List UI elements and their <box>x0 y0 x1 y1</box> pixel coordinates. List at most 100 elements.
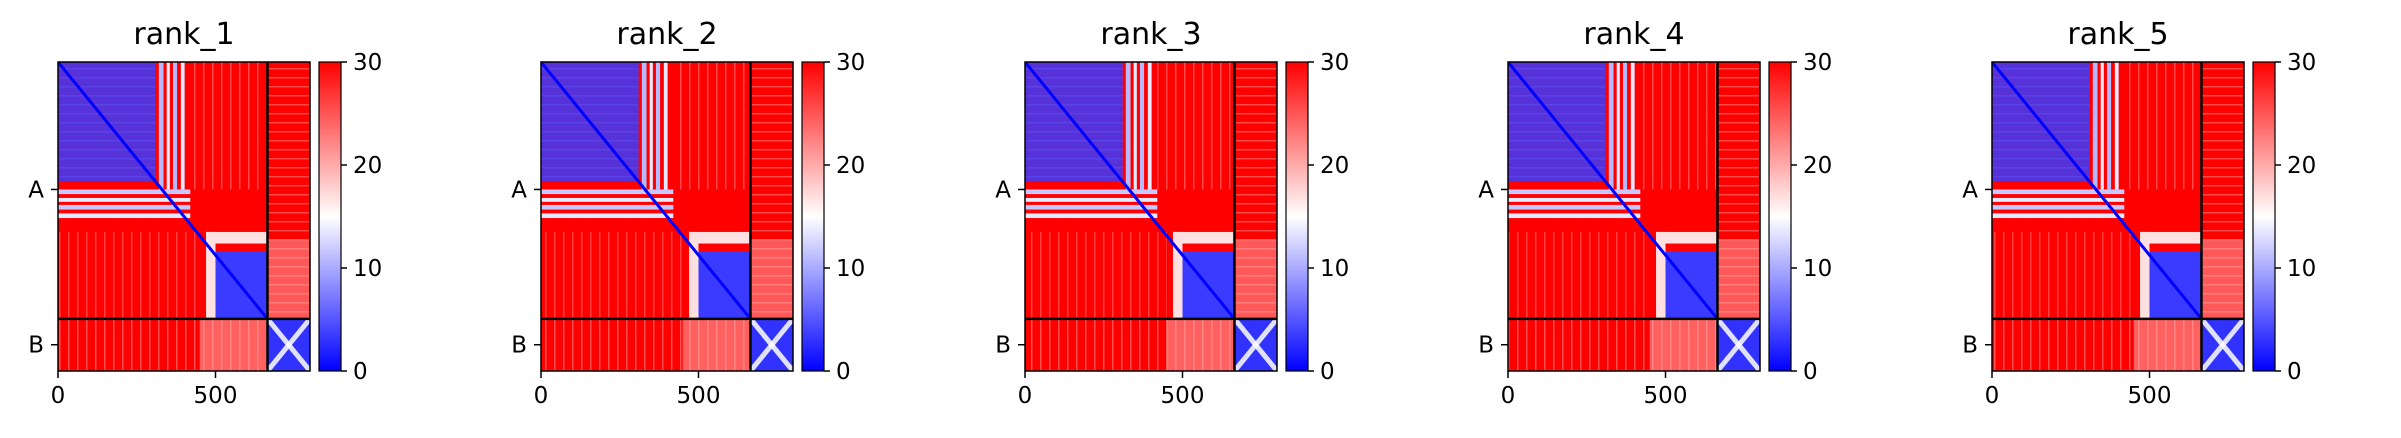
stripe-region <box>1640 62 1718 190</box>
stripe-region <box>1025 231 1167 319</box>
stripe-region <box>1508 231 1650 319</box>
domain-edge <box>206 231 216 319</box>
stripe-column <box>1139 62 1145 190</box>
panel-4: rank_4 0 500 A B 30 20 10 0 <box>1478 17 1832 409</box>
y-tick-label: A <box>1478 177 1494 203</box>
heatmap-5 <box>1992 62 2244 371</box>
stripe-row <box>1508 189 1641 195</box>
panel-title: rank_5 <box>2067 17 2168 52</box>
colorbar-tick-label: 0 <box>1803 359 1818 385</box>
stripe-column <box>663 62 668 190</box>
diagonal <box>1025 62 1236 320</box>
stripe-row <box>1025 204 1158 210</box>
stripe-row <box>58 213 191 219</box>
stripe-row <box>541 213 674 219</box>
stripe-row <box>1992 189 2125 195</box>
chain-b-pattern <box>1232 317 1277 371</box>
domain-edge <box>1173 231 1235 244</box>
stripe-row <box>1992 213 2125 219</box>
diagonal <box>1508 62 1719 320</box>
stripe-region <box>58 231 200 319</box>
stripe-row <box>1992 204 2125 210</box>
colorbar-tick-label: 30 <box>1803 50 1832 76</box>
light-patch <box>1717 239 1760 319</box>
domain-edge <box>206 231 268 244</box>
colorbar-tick-label: 10 <box>1320 256 1349 282</box>
light-patch <box>2201 239 2244 319</box>
domain-edge <box>1656 231 1718 244</box>
stripe-row <box>1025 189 1158 195</box>
stripe-row <box>1508 213 1641 219</box>
stripe-column <box>180 62 185 190</box>
x-tick-label: 500 <box>1644 383 1688 409</box>
stripe-row <box>541 189 674 195</box>
colorbar-tick-label: 10 <box>2287 256 2316 282</box>
colorbar <box>1285 61 1309 372</box>
domain-edge <box>1656 231 1666 319</box>
stripe-region <box>190 62 268 190</box>
stripe-row <box>1992 197 2125 202</box>
colorbar-tick-label: 0 <box>353 359 368 385</box>
stripe-region <box>2124 62 2202 190</box>
chain-b-pattern <box>1715 317 1760 371</box>
stripe-region <box>673 62 751 190</box>
colorbar-tick-label: 0 <box>1320 359 1335 385</box>
panel-2: rank_2 0 500 A B 30 20 10 0 <box>511 17 865 409</box>
light-patch <box>682 318 751 371</box>
domain-edge <box>689 231 699 319</box>
domain-edge <box>689 231 751 244</box>
x-tick-label: 500 <box>194 383 238 409</box>
x-tick-label: 500 <box>1161 383 1205 409</box>
light-patch <box>267 239 310 319</box>
y-tick-label: A <box>511 177 527 203</box>
colorbar-tick-label: 0 <box>2287 359 2302 385</box>
stripe-column <box>172 62 178 190</box>
stripe-column <box>1630 62 1635 190</box>
plot-frame <box>1024 61 1278 372</box>
y-tick-label: B <box>28 333 44 359</box>
stripe-row <box>1508 197 1641 202</box>
x-tick-label: 0 <box>51 383 66 409</box>
diagonal <box>541 62 752 320</box>
colorbar <box>2252 61 2276 372</box>
stripe-column <box>1125 62 1131 190</box>
colorbar-tick-label: 30 <box>2287 50 2316 76</box>
colorbar-tick-label: 20 <box>1320 153 1349 179</box>
stripe-column <box>655 62 661 190</box>
panel-title: rank_1 <box>133 17 234 52</box>
x-tick-label: 500 <box>2128 383 2172 409</box>
colorbar-tick-label: 20 <box>2287 153 2316 179</box>
panel-title: rank_3 <box>1100 17 1201 52</box>
panel-5: rank_5 0 500 A B 30 20 10 0 <box>1962 17 2316 409</box>
light-patch <box>1234 239 1277 319</box>
panel-title: rank_2 <box>616 17 717 52</box>
chain-b-pattern <box>265 317 310 371</box>
stripe-column <box>1608 62 1614 190</box>
y-tick-label: A <box>995 177 1011 203</box>
stripe-column <box>1616 62 1620 190</box>
stripe-column <box>2114 62 2119 190</box>
domain-edge <box>2140 231 2150 319</box>
y-tick-label: B <box>511 333 527 359</box>
stripe-row <box>58 204 191 210</box>
heatmap-3 <box>1025 62 1277 371</box>
light-patch <box>1649 318 1718 371</box>
plot-frame <box>1507 61 1761 372</box>
colorbar-tick-label: 30 <box>1320 50 1349 76</box>
stripe-row <box>541 197 674 202</box>
stripe-row <box>1025 213 1158 219</box>
y-tick-label: B <box>995 333 1011 359</box>
stripe-region <box>541 231 683 319</box>
colorbar <box>1768 61 1792 372</box>
panel-title: rank_4 <box>1583 17 1684 52</box>
y-tick-label: A <box>28 177 44 203</box>
stripe-column <box>1622 62 1628 190</box>
heatmap-1 <box>58 62 310 371</box>
plot-frame <box>540 61 794 372</box>
chain-b-pattern <box>748 317 793 371</box>
stripe-region <box>1157 62 1235 190</box>
colorbar-tick-label: 30 <box>353 50 382 76</box>
panel-3: rank_3 0 500 A B 30 20 10 0 <box>995 17 1349 409</box>
colorbar-tick-label: 10 <box>353 256 382 282</box>
